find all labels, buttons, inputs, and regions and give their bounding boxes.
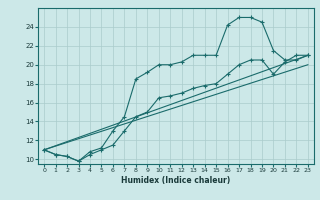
- X-axis label: Humidex (Indice chaleur): Humidex (Indice chaleur): [121, 176, 231, 185]
